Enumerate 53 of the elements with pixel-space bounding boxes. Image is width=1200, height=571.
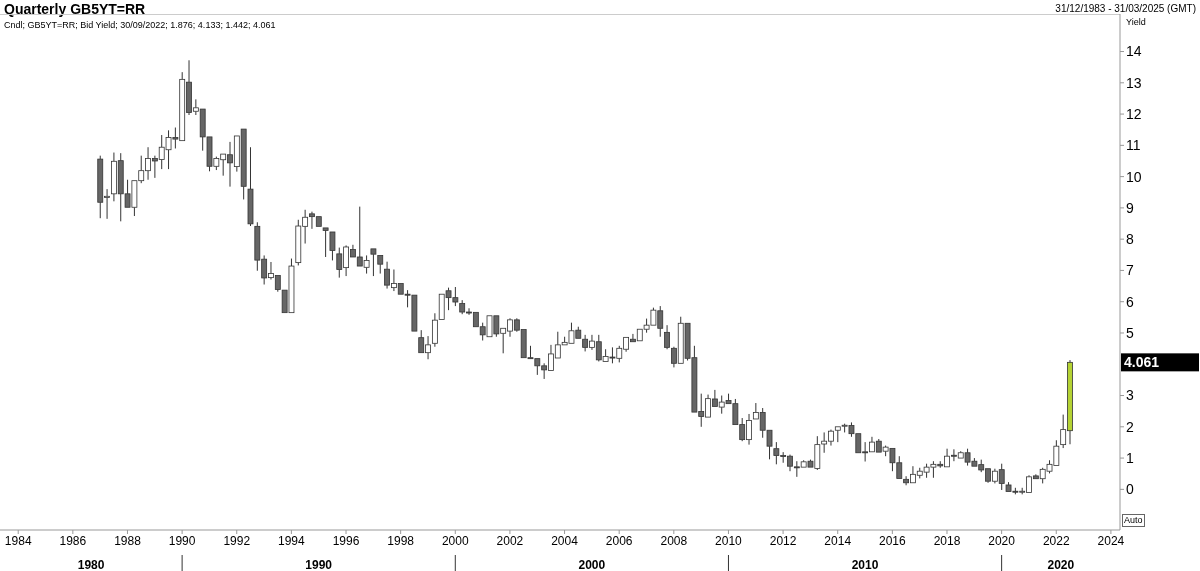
y-tick-label: 2 (1126, 418, 1134, 435)
y-tick-label: 14 (1126, 43, 1142, 60)
y-tick-label: 0 (1126, 481, 1134, 498)
y-tick-label: 11 (1126, 137, 1141, 154)
x-tick-label: 2014 (824, 533, 852, 548)
x-tick-label: 2022 (1042, 533, 1070, 548)
candlestick (247, 146, 254, 227)
x-tick-label: 1996 (332, 533, 360, 548)
x-tick-label: 2004 (551, 533, 579, 548)
x-tick-label: 2010 (715, 533, 743, 548)
x-tick-label: 1998 (387, 533, 415, 548)
x-tick-label: 1986 (59, 533, 87, 548)
x-tick-label: 1984 (4, 533, 32, 548)
text: 2000 (578, 558, 606, 571)
y-tick-label: 8 (1126, 231, 1134, 248)
x-tick-label: 1990 (168, 533, 196, 548)
y-tick-label: 10 (1126, 168, 1142, 185)
y-tick-label: 9 (1126, 199, 1134, 216)
x-tick-label: 1992 (223, 533, 251, 548)
x-tick-label: 2020 (988, 533, 1016, 548)
candlestick (431, 312, 438, 348)
text: 2020 (1047, 558, 1075, 571)
y-tick-label: 7 (1126, 262, 1134, 279)
candlestick (322, 227, 329, 258)
candlestick (329, 231, 336, 261)
y-tick-label: 3 (1126, 387, 1134, 404)
y-tick-label: 13 (1126, 74, 1142, 91)
candlestick (370, 248, 377, 277)
text: 1980 (77, 558, 105, 571)
x-tick-label: 2006 (605, 533, 633, 548)
chart-title: Quarterly GB5YT=RR (4, 1, 146, 17)
candlestick (664, 324, 670, 350)
text: 1990 (305, 558, 333, 571)
y-tick-label: 6 (1126, 293, 1134, 310)
y-tick-label: 5 (1126, 324, 1134, 341)
y-tick-label: 12 (1126, 106, 1142, 123)
x-tick-label: 2008 (660, 533, 688, 548)
x-tick-label: 1994 (278, 533, 306, 548)
y-tick-label: 1 (1126, 450, 1134, 467)
x-tick-label: 2016 (879, 533, 907, 548)
text: 31/12/1983 - 31/03/2025 (GMT) (1055, 3, 1196, 14)
text: 4.061 (1124, 354, 1160, 371)
auto-button: Auto (1122, 514, 1145, 527)
x-tick-label: 2000 (441, 533, 469, 548)
text: 2010 (851, 558, 879, 571)
y-axis-title: Yield (1126, 17, 1146, 27)
x-tick-label: 2018 (933, 533, 961, 548)
text: Cndl; GB5YT=RR; Bid Yield; 30/09/2022; 1.876; 4.133; 1.442; 4.061 (4, 20, 276, 30)
x-tick-label: 2002 (496, 533, 524, 548)
x-tick-label: 1988 (114, 533, 142, 548)
candlestick (377, 255, 384, 275)
x-tick-label: 2024 (1097, 533, 1125, 548)
x-tick-label: 2012 (769, 533, 797, 548)
